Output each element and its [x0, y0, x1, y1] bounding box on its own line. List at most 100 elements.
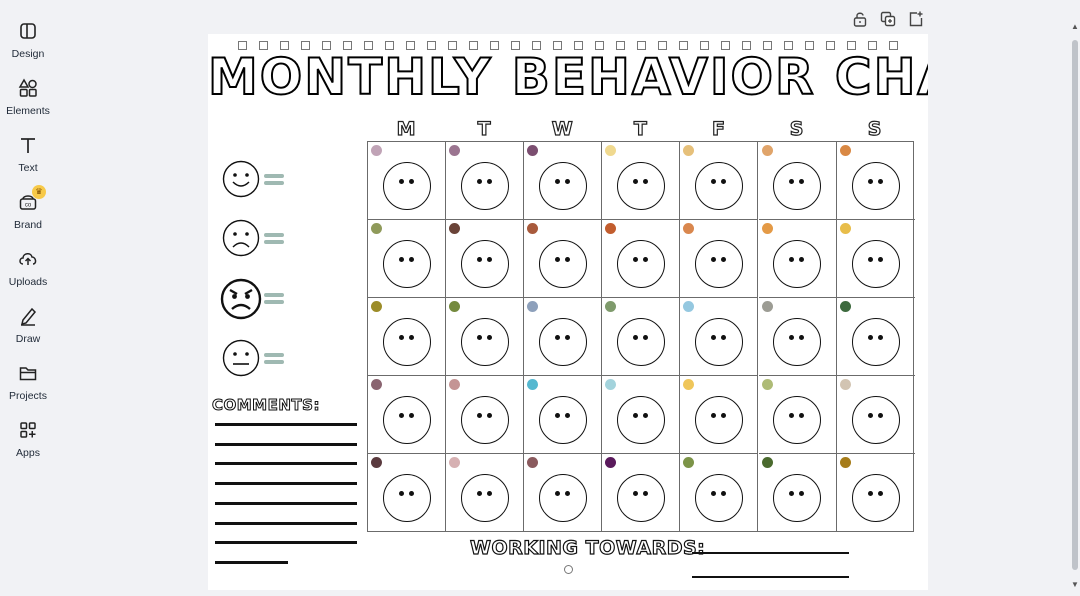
grid-cell[interactable]	[368, 220, 447, 298]
day-checkbox[interactable]	[427, 41, 436, 50]
sticker-dot[interactable]	[761, 379, 773, 390]
grid-cell[interactable]	[446, 220, 525, 298]
day-checkbox[interactable]	[532, 41, 541, 50]
blank-face-icon[interactable]	[773, 474, 822, 522]
sticker-dot[interactable]	[449, 379, 461, 390]
day-header[interactable]: F	[711, 117, 725, 140]
sticker-dot[interactable]	[761, 301, 773, 312]
rotate-handle[interactable]	[564, 565, 573, 574]
grid-cell[interactable]	[680, 142, 759, 220]
blank-face-icon[interactable]	[773, 239, 822, 288]
day-checkbox[interactable]	[385, 41, 394, 50]
day-checkbox[interactable]	[805, 41, 814, 50]
grid-cell[interactable]	[524, 454, 603, 532]
sticker-dot[interactable]	[605, 145, 617, 156]
day-header[interactable]: T	[633, 117, 647, 140]
sticker-dot[interactable]	[527, 145, 539, 156]
sticker-dot[interactable]	[527, 223, 539, 234]
scroll-up-arrow-icon[interactable]: ▲	[1071, 22, 1079, 31]
sticker-dot[interactable]	[761, 457, 773, 468]
grid-cell[interactable]	[368, 454, 447, 532]
day-checkbox[interactable]	[889, 41, 898, 50]
blank-face-icon[interactable]	[616, 395, 665, 444]
blank-face-icon[interactable]	[460, 317, 509, 366]
sidebar-item-projects[interactable]: Projects	[0, 356, 56, 408]
grid-cell[interactable]	[680, 376, 759, 454]
sticker-dot[interactable]	[761, 145, 773, 156]
day-checkbox[interactable]	[343, 41, 352, 50]
blank-face-icon[interactable]	[773, 317, 822, 366]
comment-line[interactable]	[215, 482, 357, 486]
day-checkbox[interactable]	[784, 41, 793, 50]
working-towards-line[interactable]	[692, 552, 849, 554]
sticker-dot[interactable]	[449, 223, 461, 234]
sidebar-item-apps[interactable]: Apps	[0, 413, 56, 465]
grid-cell[interactable]	[524, 376, 603, 454]
blank-face-icon[interactable]	[538, 395, 587, 444]
blank-face-icon[interactable]	[773, 161, 822, 210]
comments-heading[interactable]: COMMENTS:	[212, 396, 320, 415]
grid-cell[interactable]	[446, 454, 525, 532]
grid-cell[interactable]	[836, 376, 915, 454]
sticker-dot[interactable]	[371, 379, 382, 390]
sidebar-item-design[interactable]: Design	[0, 14, 56, 66]
sad-face-icon[interactable]	[222, 219, 260, 257]
blank-face-icon[interactable]	[460, 474, 509, 522]
day-checkbox[interactable]	[595, 41, 604, 50]
day-checkbox[interactable]	[868, 41, 877, 50]
sticker-dot[interactable]	[605, 301, 617, 312]
day-checkbox[interactable]	[448, 41, 457, 50]
lock-icon[interactable]	[851, 10, 869, 28]
comment-line[interactable]	[215, 560, 288, 564]
grid-cell[interactable]	[524, 298, 603, 376]
sticker-dot[interactable]	[605, 379, 617, 390]
day-checkbox[interactable]	[301, 41, 310, 50]
day-checkbox[interactable]	[826, 41, 835, 50]
scroll-down-arrow-icon[interactable]: ▼	[1071, 580, 1079, 589]
sticker-dot[interactable]	[839, 223, 851, 234]
blank-face-icon[interactable]	[694, 161, 743, 210]
grid-cell[interactable]	[836, 298, 915, 376]
sticker-dot[interactable]	[605, 223, 617, 234]
duplicate-page-icon[interactable]	[879, 10, 897, 28]
sticker-dot[interactable]	[371, 223, 382, 234]
blank-face-icon[interactable]	[460, 161, 509, 210]
sticker-dot[interactable]	[449, 301, 461, 312]
chart-title[interactable]: MONTHLY BEHAVIOR CHART	[208, 47, 928, 107]
blank-face-icon[interactable]	[616, 161, 665, 210]
grid-cell[interactable]	[758, 220, 837, 298]
sidebar-item-brand[interactable]: co ♛ Brand	[0, 185, 56, 237]
day-checkbox[interactable]	[280, 41, 289, 50]
blank-face-icon[interactable]	[694, 317, 743, 366]
blank-face-icon[interactable]	[460, 239, 509, 288]
comment-line[interactable]	[215, 541, 357, 545]
blank-face-icon[interactable]	[694, 395, 743, 444]
blank-face-icon[interactable]	[851, 317, 900, 366]
sticker-dot[interactable]	[683, 223, 695, 234]
grid-cell[interactable]	[758, 376, 837, 454]
day-checkbox[interactable]	[658, 41, 667, 50]
blank-face-icon[interactable]	[538, 239, 587, 288]
day-checkbox[interactable]	[406, 41, 415, 50]
day-checkbox[interactable]	[742, 41, 751, 50]
sidebar-item-elements[interactable]: Elements	[0, 71, 56, 123]
blank-face-icon[interactable]	[851, 161, 900, 210]
sticker-dot[interactable]	[683, 301, 695, 312]
grid-cell[interactable]	[836, 220, 915, 298]
grid-cell[interactable]	[758, 298, 837, 376]
blank-face-icon[interactable]	[851, 474, 900, 522]
comment-line[interactable]	[215, 442, 357, 446]
sticker-dot[interactable]	[683, 145, 695, 156]
blank-face-icon[interactable]	[382, 317, 431, 366]
blank-face-icon[interactable]	[694, 474, 743, 522]
comment-line[interactable]	[215, 462, 357, 466]
grid-cell[interactable]	[602, 220, 681, 298]
grid-cell[interactable]	[837, 454, 915, 532]
blank-face-icon[interactable]	[851, 395, 900, 444]
blank-face-icon[interactable]	[382, 474, 431, 522]
grid-cell[interactable]	[368, 142, 447, 220]
day-checkbox[interactable]	[469, 41, 478, 50]
grid-cell[interactable]	[446, 298, 525, 376]
grid-cell[interactable]	[368, 298, 447, 376]
day-checkbox[interactable]	[679, 41, 688, 50]
